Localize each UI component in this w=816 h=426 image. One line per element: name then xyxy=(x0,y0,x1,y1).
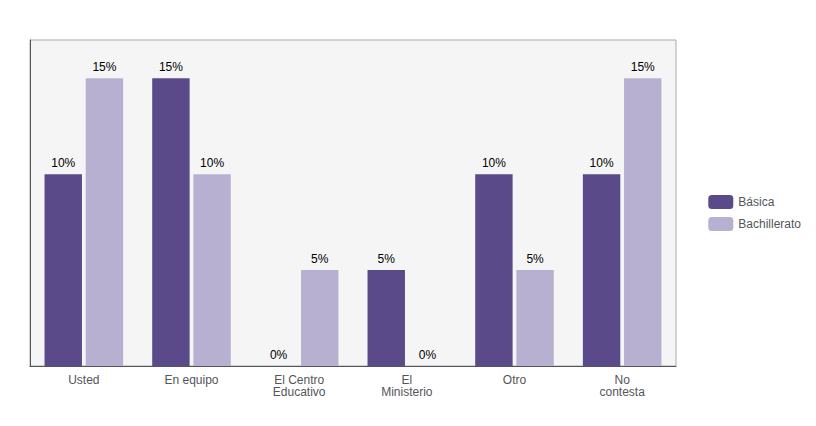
svg-text:Otro: Otro xyxy=(503,373,527,387)
svg-text:5%: 5% xyxy=(311,252,329,266)
svg-text:Básica: Básica xyxy=(738,195,774,209)
svg-text:15%: 15% xyxy=(631,60,655,74)
svg-text:10%: 10% xyxy=(482,156,506,170)
svg-text:10%: 10% xyxy=(51,156,75,170)
svg-text:El Centro: El Centro xyxy=(274,373,325,387)
svg-text:10%: 10% xyxy=(590,156,614,170)
svg-text:0%: 0% xyxy=(419,348,437,362)
svg-text:En equipo: En equipo xyxy=(164,373,218,387)
svg-text:15%: 15% xyxy=(92,60,116,74)
svg-text:5%: 5% xyxy=(378,252,396,266)
svg-text:5%: 5% xyxy=(526,252,544,266)
svg-text:15%: 15% xyxy=(159,60,183,74)
svg-text:0%: 0% xyxy=(270,348,288,362)
svg-text:Ministerio: Ministerio xyxy=(381,385,433,399)
svg-text:contesta: contesta xyxy=(599,385,645,399)
svg-text:10%: 10% xyxy=(200,156,224,170)
svg-text:Educativo: Educativo xyxy=(273,385,326,399)
svg-text:No: No xyxy=(614,373,630,387)
svg-text:Bachillerato: Bachillerato xyxy=(738,217,801,231)
svg-text:Usted: Usted xyxy=(68,373,99,387)
svg-text:El: El xyxy=(401,373,413,387)
